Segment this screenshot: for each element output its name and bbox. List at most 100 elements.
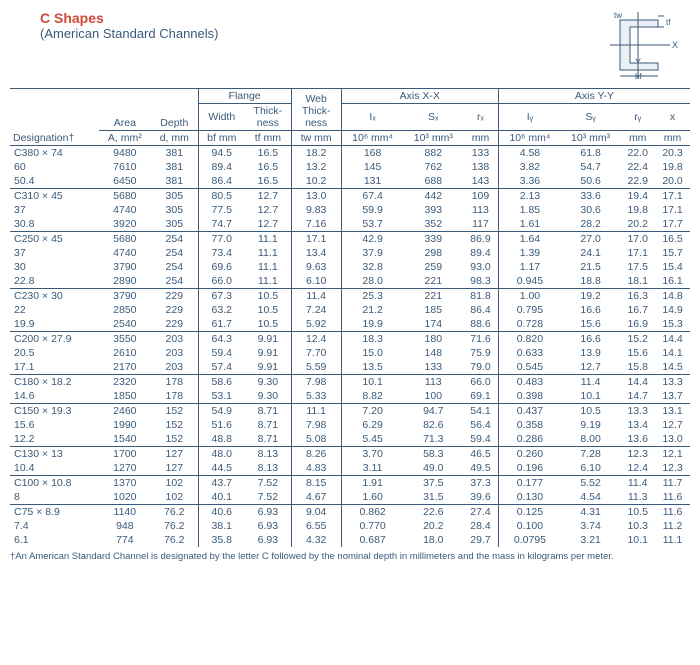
table-cell: 0.862 <box>341 505 403 520</box>
table-row: 8102010240.17.524.671.6031.539.60.1304.5… <box>10 490 690 505</box>
table-cell: 203 <box>151 332 198 347</box>
header-region: C Shapes (American Standard Channels) tf… <box>10 10 690 80</box>
table-cell: 12.3 <box>620 447 655 462</box>
table-cell: 6.93 <box>245 519 291 533</box>
table-cell: 6.10 <box>561 461 620 476</box>
table-cell: 3.70 <box>341 447 403 462</box>
table-cell: 17.7 <box>655 217 690 232</box>
table-row: 10.4127012744.58.134.833.1149.049.50.196… <box>10 461 690 476</box>
table-cell: 113 <box>463 203 498 217</box>
diagram-tf: tf <box>666 18 671 27</box>
table-cell: 48.8 <box>198 432 245 447</box>
table-cell: 24.1 <box>561 246 620 260</box>
table-cell: 10.5 <box>561 404 620 419</box>
table-cell: 27.0 <box>561 232 620 247</box>
hdr-iy: Iᵧ <box>498 104 560 131</box>
table-cell: 17.1 <box>620 246 655 260</box>
table-cell: 5680 <box>99 189 151 204</box>
table-cell: 7.28 <box>561 447 620 462</box>
table-cell: 77.0 <box>198 232 245 247</box>
table-cell: 174 <box>404 317 463 332</box>
table-cell: 6.10 <box>291 274 341 289</box>
table-cell: 0.398 <box>498 389 560 404</box>
table-cell: 22.9 <box>620 174 655 189</box>
table-cell: 39.6 <box>463 490 498 505</box>
table-cell: 14.4 <box>620 375 655 390</box>
table-cell: 53.7 <box>341 217 403 232</box>
table-cell: 15.6 <box>10 418 99 432</box>
table-cell: 69.1 <box>463 389 498 404</box>
table-cell: 762 <box>404 160 463 174</box>
table-cell: 305 <box>151 217 198 232</box>
table-cell: 58.3 <box>404 447 463 462</box>
table-cell: 6.29 <box>341 418 403 432</box>
table-cell: 7.20 <box>341 404 403 419</box>
table-cell: 229 <box>151 289 198 304</box>
table-cell: 14.6 <box>10 389 99 404</box>
u-sx: 10³ mm³ <box>404 131 463 146</box>
hdr-width: Width <box>198 104 245 131</box>
table-cell: 19.2 <box>561 289 620 304</box>
table-cell: 89.4 <box>463 246 498 260</box>
hdr-sx: Sₓ <box>404 104 463 131</box>
table-cell: 79.0 <box>463 360 498 375</box>
table-cell: 7.24 <box>291 303 341 317</box>
table-cell: 19.9 <box>10 317 99 332</box>
table-cell: 8.13 <box>245 447 291 462</box>
table-row: C250 × 45568025477.011.117.142.933986.91… <box>10 232 690 247</box>
table-cell: 0.358 <box>498 418 560 432</box>
table-row: 30.8392030574.712.77.1653.73521171.6128.… <box>10 217 690 232</box>
table-cell: 2.13 <box>498 189 560 204</box>
table-cell: 86.4 <box>198 174 245 189</box>
table-cell: 5.92 <box>291 317 341 332</box>
table-cell: 109 <box>463 189 498 204</box>
table-row: 37474025473.411.113.437.929889.41.3924.1… <box>10 246 690 260</box>
table-cell: 259 <box>404 260 463 274</box>
table-cell: 59.4 <box>198 346 245 360</box>
table-cell: 21.2 <box>341 303 403 317</box>
table-cell: C380 × 74 <box>10 146 99 161</box>
table-cell: 17.5 <box>620 260 655 274</box>
table-cell: 16.9 <box>620 317 655 332</box>
table-cell: 11.1 <box>245 232 291 247</box>
table-cell: 148 <box>404 346 463 360</box>
u-depth: d, mm <box>151 131 198 146</box>
table-cell: 40.6 <box>198 505 245 520</box>
table-cell: 0.125 <box>498 505 560 520</box>
table-cell: 100 <box>404 389 463 404</box>
table-cell: 0.945 <box>498 274 560 289</box>
table-cell: 16.3 <box>620 289 655 304</box>
u-bf: bf mm <box>198 131 245 146</box>
table-cell: 0.260 <box>498 447 560 462</box>
table-cell: 3920 <box>99 217 151 232</box>
u-tf: tf mm <box>245 131 291 146</box>
table-cell: 66.0 <box>198 274 245 289</box>
table-cell: 11.1 <box>655 533 690 547</box>
table-cell: 16.5 <box>245 174 291 189</box>
table-cell: 3550 <box>99 332 151 347</box>
table-cell: 14.5 <box>655 360 690 375</box>
table-cell: 5.45 <box>341 432 403 447</box>
table-cell: 1.64 <box>498 232 560 247</box>
table-cell: 48.0 <box>198 447 245 462</box>
table-row: C130 × 13170012748.08.138.263.7058.346.5… <box>10 447 690 462</box>
table-cell: 7.16 <box>291 217 341 232</box>
table-cell: 1700 <box>99 447 151 462</box>
table-cell: 75.9 <box>463 346 498 360</box>
table-row: 19.9254022961.710.55.9219.917488.60.7281… <box>10 317 690 332</box>
table-cell: 7.52 <box>245 490 291 505</box>
table-cell: 7.70 <box>291 346 341 360</box>
table-row: C230 × 30379022967.310.511.425.322181.81… <box>10 289 690 304</box>
table-cell: 98.3 <box>463 274 498 289</box>
table-cell: 152 <box>151 432 198 447</box>
table-cell: 381 <box>151 160 198 174</box>
hdr-axisxx: Axis X-X <box>341 89 498 104</box>
table-cell: 11.4 <box>291 289 341 304</box>
table-cell: 0.820 <box>498 332 560 347</box>
table-cell: 13.3 <box>620 404 655 419</box>
u-ry: mm <box>620 131 655 146</box>
table-cell: 1370 <box>99 476 151 491</box>
table-cell: 3.11 <box>341 461 403 476</box>
table-cell: 94.5 <box>198 146 245 161</box>
table-cell: 20.0 <box>655 174 690 189</box>
